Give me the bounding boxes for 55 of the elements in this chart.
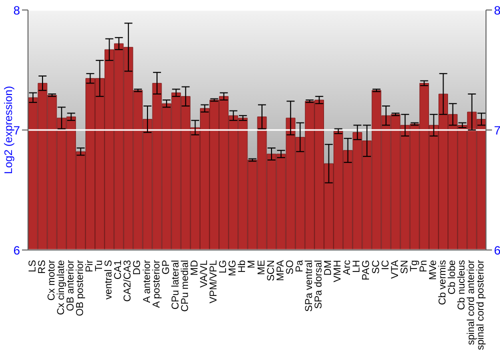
x-tick-label: Cb vermis xyxy=(438,260,449,306)
x-tick-label: Cb lobe xyxy=(447,260,458,294)
x-tick-label: M xyxy=(246,260,258,268)
x-tick-label: RS xyxy=(36,260,48,274)
x-tick-label: MD xyxy=(189,260,200,276)
x-tick-label: CPu medial xyxy=(180,260,191,312)
x-tick-label: VTA xyxy=(390,260,401,279)
x-tick-label: Cx motor xyxy=(46,259,58,301)
x-tick-label: SO xyxy=(284,260,296,274)
x-tick-label: LH xyxy=(352,260,363,273)
x-tick-label: spinal cord posterior xyxy=(476,259,487,350)
x-tick-label: IC xyxy=(380,260,392,270)
x-tick-label: Cx cingulate xyxy=(56,260,67,316)
y-tick-label: 6 xyxy=(13,243,20,258)
x-tick-label: VPM/VPL xyxy=(208,260,220,304)
x-tick-label: Pn xyxy=(418,260,430,272)
x-tick-label: CA2/CA3 xyxy=(122,260,134,302)
x-tick-label: SN xyxy=(399,260,410,274)
y-tick-label: 8 xyxy=(13,3,20,18)
x-tick-label: CA1 xyxy=(113,260,124,280)
x-tick-label: Pa xyxy=(294,260,306,272)
x-tick-label: DM xyxy=(323,260,334,276)
y2-tick-label: 8 xyxy=(494,3,500,18)
x-tick-label: Tu xyxy=(94,260,106,272)
x-tick-label: spinal cord anterior xyxy=(466,259,478,346)
x-tick-label: CPu lateral xyxy=(170,260,182,310)
x-tick-label: OB posterior xyxy=(74,259,86,316)
x-tick-label: SC xyxy=(370,260,382,274)
x-tick-label: LG xyxy=(218,260,230,274)
y2-tick-label: 7 xyxy=(494,123,500,138)
x-tick-label: MG xyxy=(228,260,239,276)
x-tick-label: Cb nucleus xyxy=(456,260,468,310)
x-tick-label: Pir xyxy=(84,259,96,272)
y2-tick-label: 6 xyxy=(494,243,500,258)
x-tick-label: VA/VL xyxy=(199,260,210,288)
x-tick-label: Tg xyxy=(408,260,420,272)
x-tick-label: MVe xyxy=(428,260,440,280)
x-tick-label: DG xyxy=(132,260,144,275)
x-tick-label: A anterior xyxy=(142,259,153,303)
y-axis-title: Log2 (expression) xyxy=(3,86,15,174)
x-tick-label: VMH xyxy=(332,260,344,282)
x-tick-label: GP xyxy=(160,260,172,274)
x-tick-label: A posterior xyxy=(151,259,162,308)
x-tick-label: MPA xyxy=(275,260,286,281)
x-tick-label: Arc xyxy=(342,260,354,275)
x-tick-label: ventral S xyxy=(104,260,115,300)
x-tick-label: ME xyxy=(256,260,268,275)
x-tick-label: OB anterior xyxy=(65,259,76,312)
x-tick-label: SPa dorsal xyxy=(314,260,325,309)
x-tick-label: SCN xyxy=(266,260,277,282)
x-tick-label: SPa ventral xyxy=(304,260,315,312)
y-tick-label: 7 xyxy=(13,123,20,138)
x-tick-label: PAG xyxy=(361,260,372,280)
x-tick-label: LS xyxy=(27,260,38,272)
x-tick-label: Hb xyxy=(237,260,248,273)
